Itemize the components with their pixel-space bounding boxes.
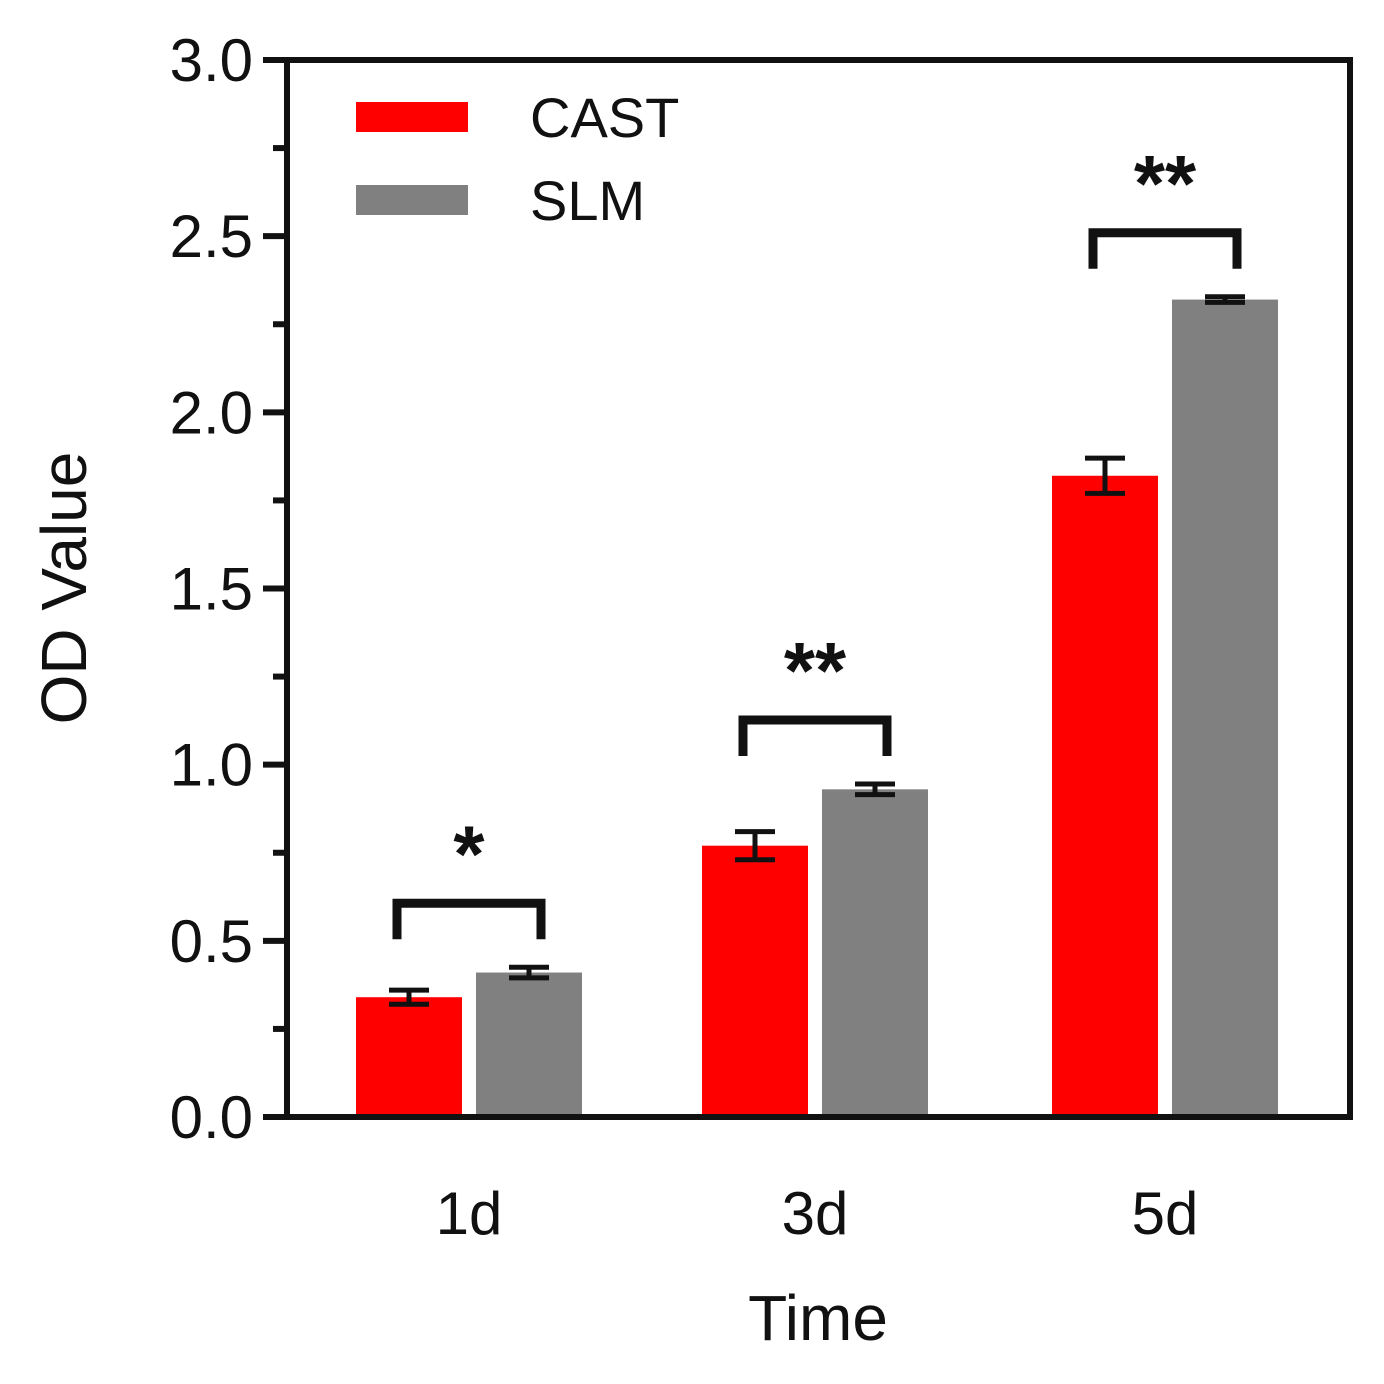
significance-bracket <box>392 898 546 940</box>
legend-swatch-slm <box>356 185 468 215</box>
y-tick-label: 0.0 <box>170 1084 253 1151</box>
legend-label-slm: SLM <box>530 169 645 232</box>
y-tick-label: 3.0 <box>170 27 253 94</box>
significance-marker: ** <box>784 626 847 715</box>
significance-layer: ***** <box>392 139 1242 940</box>
significance-marker: ** <box>1134 139 1197 228</box>
y-axis: 0.0 0.5 1.0 1.5 2.0 2.5 3.0 <box>170 27 287 1151</box>
bar-cast-5d <box>1052 475 1158 1118</box>
x-axis: 1d 3d 5d <box>436 1180 1199 1247</box>
legend: CAST SLM <box>356 86 679 232</box>
y-tick-label: 1.5 <box>170 556 253 623</box>
significance-marker: * <box>453 809 485 898</box>
y-axis-title: OD Value <box>28 452 100 725</box>
y-tick-label: 2.5 <box>170 203 253 270</box>
x-tick-label: 1d <box>436 1180 503 1247</box>
significance-bracket <box>1088 228 1242 269</box>
bars-layer <box>356 299 1278 1118</box>
bar-cast-3d <box>702 845 808 1117</box>
bar-slm-3d <box>822 789 928 1117</box>
x-tick-label: 5d <box>1132 1180 1199 1247</box>
y-tick-label: 1.0 <box>170 732 253 799</box>
significance-bracket <box>738 715 892 757</box>
bar-slm-1d <box>476 972 582 1117</box>
y-tick-label: 2.0 <box>170 379 253 446</box>
bar-slm-5d <box>1172 299 1278 1117</box>
legend-label-cast: CAST <box>530 86 679 149</box>
legend-swatch-cast <box>356 102 468 132</box>
x-tick-label: 3d <box>782 1180 849 1247</box>
bar-cast-1d <box>356 997 462 1117</box>
y-tick-label: 0.5 <box>170 908 253 975</box>
error-bars-layer <box>389 294 1245 1007</box>
x-axis-title: Time <box>748 1282 888 1354</box>
